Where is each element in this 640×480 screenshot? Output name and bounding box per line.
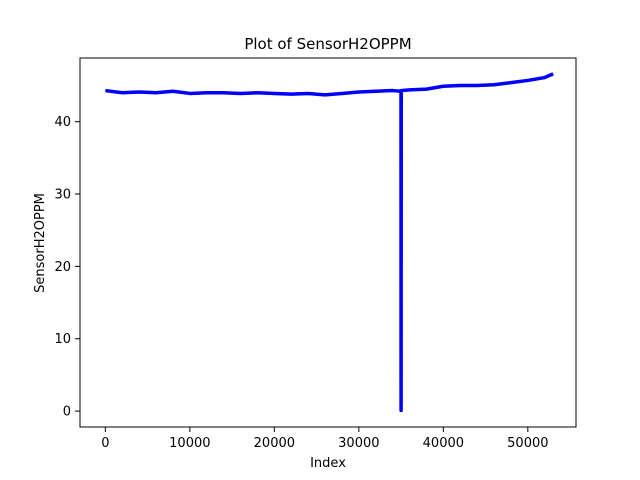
- axes-frame: [79, 57, 577, 428]
- y-tick-label: 0: [63, 405, 71, 420]
- series-layer: [105, 72, 554, 413]
- y-axis: 0 10 20 30 40: [54, 115, 80, 420]
- y-tick-label: 20: [54, 260, 71, 275]
- x-tick-label: 0: [101, 436, 109, 451]
- series-line-0: [105, 72, 554, 413]
- x-tick-label: 30000: [338, 436, 379, 451]
- plot-area: [79, 57, 577, 428]
- y-tick-label: 40: [54, 115, 71, 130]
- x-tick-label: 50000: [507, 436, 548, 451]
- chart-title: Plot of SensorH2OPPM: [244, 35, 411, 53]
- x-axis: 0 10000 20000 30000 40000 50000: [101, 427, 549, 451]
- x-axis-label: Index: [310, 456, 346, 471]
- x-tick-label: 20000: [254, 436, 295, 451]
- y-tick-label: 10: [54, 332, 71, 347]
- x-tick-label: 10000: [169, 436, 210, 451]
- y-axis-label: SensorH2OPPM: [33, 193, 48, 293]
- y-tick-label: 30: [54, 188, 71, 203]
- x-tick-label: 40000: [423, 436, 464, 451]
